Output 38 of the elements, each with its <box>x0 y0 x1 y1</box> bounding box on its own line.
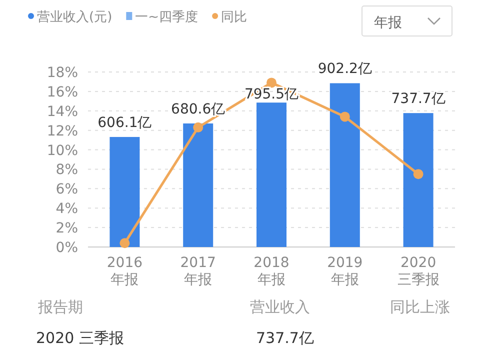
x-tick-label: 2019 年报 <box>327 255 363 288</box>
y-tick-label: 12% <box>46 123 78 140</box>
y-tick-label: 2% <box>56 220 78 237</box>
legend-label: 营业收入(元) <box>37 10 112 25</box>
bar <box>256 102 286 247</box>
text: 一~四季度 <box>135 9 198 25</box>
y-tick-label: 18% <box>46 65 78 81</box>
y-tick-label: 14% <box>46 104 78 120</box>
y-tick-label: 0% <box>56 240 78 256</box>
text: 2020 三季报 <box>36 329 124 347</box>
y-tick-label: 10% <box>46 142 78 159</box>
data-label: 606.1亿 <box>98 114 152 131</box>
point <box>340 112 350 122</box>
bar <box>330 83 360 247</box>
x-tick-label: 2016 年报 <box>106 255 143 288</box>
y-tick-label: 8% <box>56 162 78 178</box>
x-tick-label: 2018 年报 <box>254 255 290 288</box>
point <box>120 238 130 248</box>
bar <box>110 136 140 247</box>
text: 同比上涨 <box>390 298 450 316</box>
data-label: 680.6亿 <box>171 101 226 118</box>
bar <box>403 113 434 247</box>
legend-label: 同比 <box>221 10 248 25</box>
data-label: 902.2亿 <box>318 61 372 78</box>
point <box>193 122 204 132</box>
bar <box>183 123 214 247</box>
text: 737.7亿 <box>256 329 314 347</box>
data-label: 737.7亿 <box>391 91 446 108</box>
point <box>413 169 424 180</box>
text: 年报 <box>374 15 402 31</box>
y-tick-label: 6% <box>56 182 78 198</box>
text: 营业收入 <box>250 298 310 316</box>
x-tick-label: 2020 三季报 <box>397 255 440 288</box>
x-tick-label: 2017 年报 <box>180 255 216 288</box>
text: 报告期 <box>37 298 83 316</box>
y-tick-label: 16% <box>46 84 78 100</box>
point <box>266 78 276 88</box>
y-tick-label: 4% <box>56 201 78 218</box>
